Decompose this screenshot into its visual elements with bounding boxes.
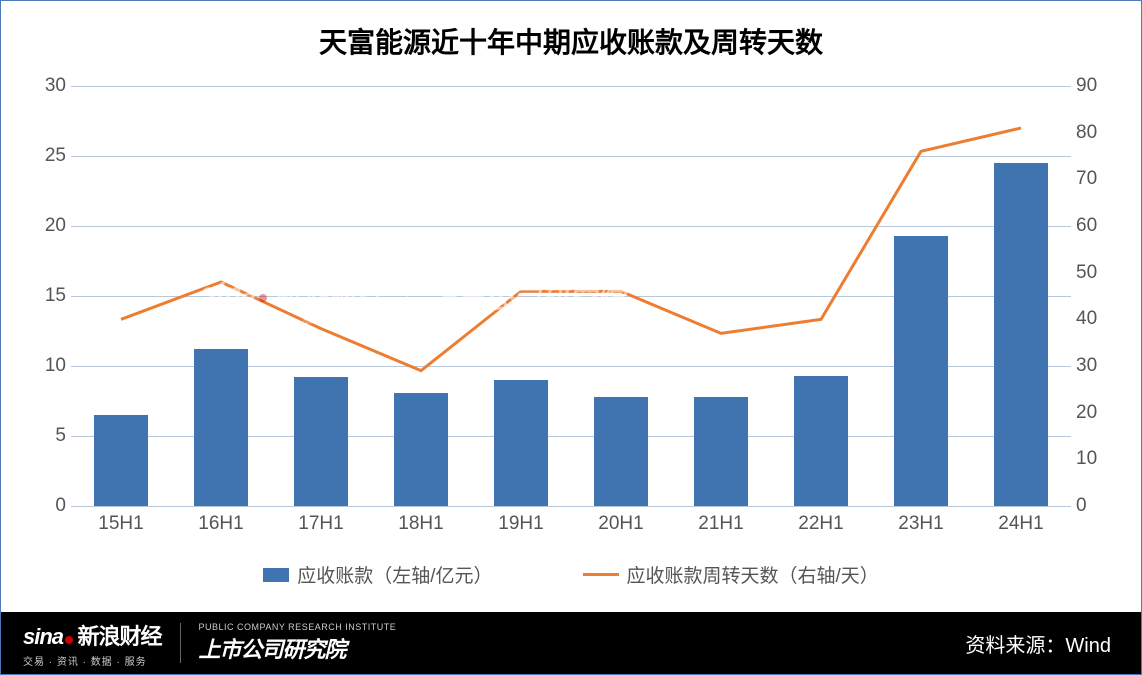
- sina-red-dot-icon: [65, 636, 73, 644]
- y-axis-right-tick: 0: [1076, 495, 1116, 517]
- x-axis-tick: 21H1: [671, 513, 771, 535]
- legend-bar-label: 应收账款（左轴/亿元）: [297, 561, 492, 588]
- y-axis-right-tick: 40: [1076, 308, 1116, 330]
- x-axis-tick: 15H1: [71, 513, 171, 535]
- y-axis-right-tick: 20: [1076, 402, 1116, 424]
- footer-bar: sina 新浪财经 交易 · 资讯 · 数据 · 服务 PUBLIC COMPA…: [1, 612, 1141, 674]
- y-axis-right-tick: 70: [1076, 168, 1116, 190]
- chart-container: 天富能源近十年中期应收账款及周转天数 sina 新浪财经 交易 · 资讯 · 数…: [0, 0, 1142, 675]
- x-axis-tick: 18H1: [371, 513, 471, 535]
- legend-item-line: 应收账款周转天数（右轴/天）: [583, 561, 879, 588]
- sina-logo-cn: 新浪财经: [77, 624, 161, 649]
- y-axis-left-tick: 5: [26, 425, 66, 447]
- x-axis-tick: 22H1: [771, 513, 871, 535]
- y-axis-right-tick: 90: [1076, 75, 1116, 97]
- legend-line-swatch: [583, 573, 619, 576]
- x-axis-tick: 16H1: [171, 513, 271, 535]
- y-axis-right-tick: 30: [1076, 355, 1116, 377]
- sina-logo-text: sina: [23, 624, 63, 649]
- institute-logo-text: 上市公司研究院: [199, 632, 397, 664]
- x-axis-tick: 23H1: [871, 513, 971, 535]
- institute-logo-sup: PUBLIC COMPANY RESEARCH INSTITUTE: [199, 622, 397, 632]
- y-axis-left-tick: 20: [26, 215, 66, 237]
- chart-title: 天富能源近十年中期应收账款及周转天数: [1, 1, 1141, 71]
- x-axis-tick: 19H1: [471, 513, 571, 535]
- x-axis-tick: 17H1: [271, 513, 371, 535]
- y-axis-left-tick: 30: [26, 75, 66, 97]
- data-source-label: 资料来源：Wind: [965, 629, 1141, 658]
- x-axis-tick: 20H1: [571, 513, 671, 535]
- line-path: [121, 128, 1021, 371]
- y-axis-right-tick: 10: [1076, 448, 1116, 470]
- x-axis-labels: 15H116H117H118H119H120H121H122H123H124H1: [71, 513, 1071, 535]
- x-axis-tick: 24H1: [971, 513, 1071, 535]
- legend-line-label: 应收账款周转天数（右轴/天）: [627, 561, 879, 588]
- plot-area: sina 新浪财经 交易 · 资讯 · 数据 · 服务 上市公司研究院 上市公司…: [71, 86, 1071, 506]
- y-axis-left-tick: 0: [26, 495, 66, 517]
- legend-item-bar: 应收账款（左轴/亿元）: [263, 561, 492, 588]
- y-axis-left-tick: 10: [26, 355, 66, 377]
- y-axis-left-tick: 25: [26, 145, 66, 167]
- legend: 应收账款（左轴/亿元） 应收账款周转天数（右轴/天）: [1, 561, 1141, 588]
- footer-logo-sina: sina 新浪财经 交易 · 资讯 · 数据 · 服务: [1, 619, 162, 668]
- footer-logo-institute: PUBLIC COMPANY RESEARCH INSTITUTE 上市公司研究…: [199, 622, 397, 664]
- y-axis-right-tick: 80: [1076, 122, 1116, 144]
- line-series: [71, 86, 1071, 506]
- y-axis-right-tick: 60: [1076, 215, 1116, 237]
- footer-divider: [180, 623, 181, 663]
- y-axis-right-tick: 50: [1076, 262, 1116, 284]
- y-axis-left-tick: 15: [26, 285, 66, 307]
- gridline: [71, 506, 1071, 507]
- legend-bar-swatch: [263, 568, 289, 582]
- sina-logo-sub: 交易 · 资讯 · 数据 · 服务: [23, 653, 162, 668]
